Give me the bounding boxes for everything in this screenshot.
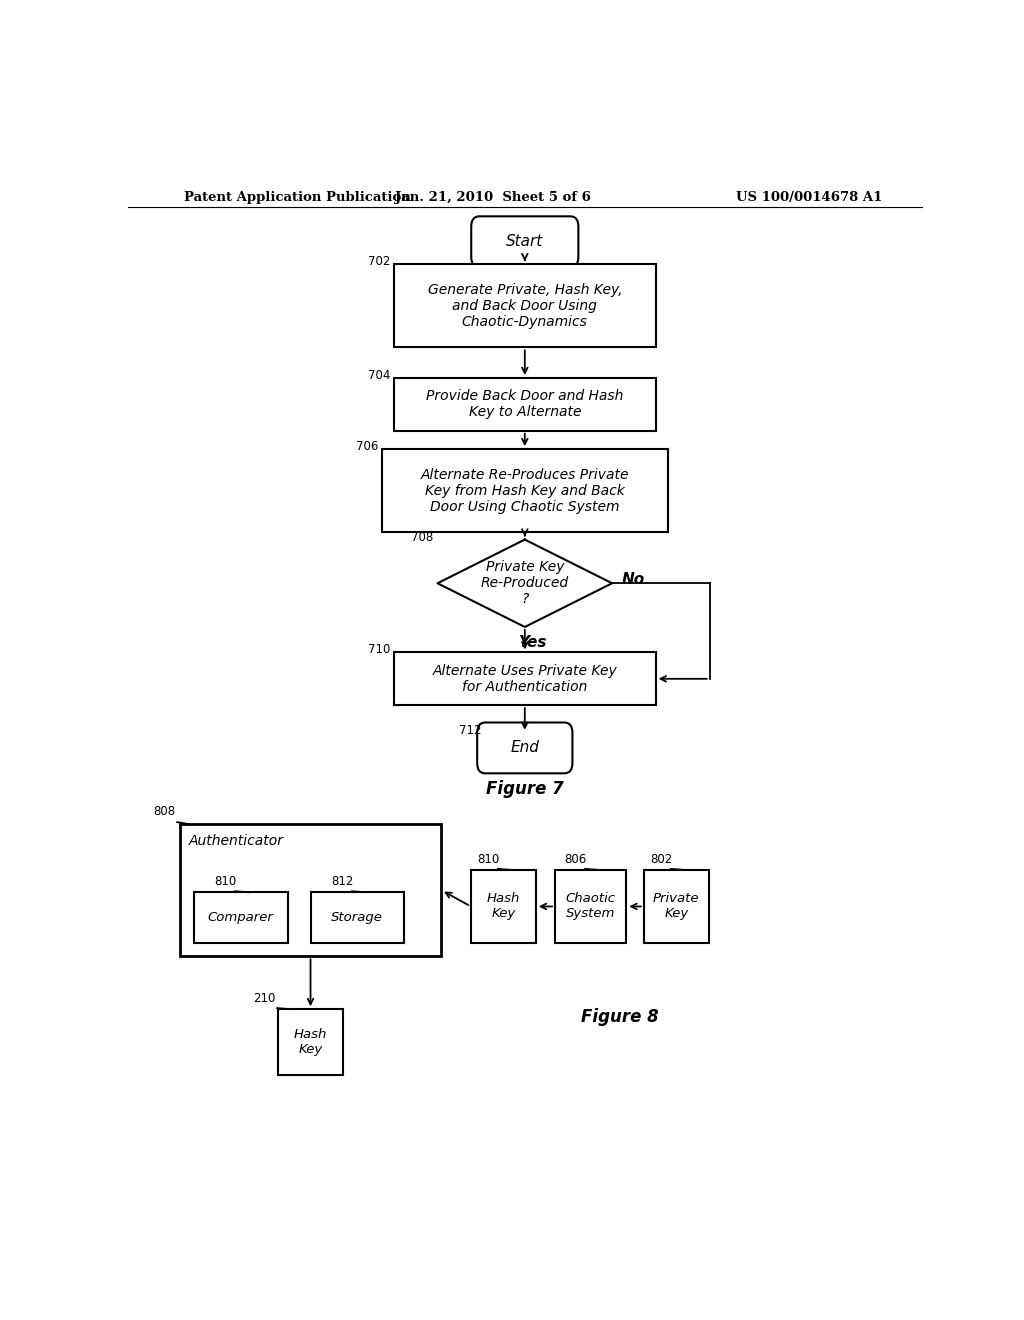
Text: Private Key
Re-Produced
?: Private Key Re-Produced ? — [480, 560, 569, 606]
Polygon shape — [437, 540, 612, 627]
Bar — [555, 870, 627, 942]
Bar — [644, 870, 709, 942]
Bar — [194, 892, 288, 942]
Text: Hash
Key: Hash Key — [486, 892, 520, 920]
Text: Patent Application Publication: Patent Application Publication — [183, 190, 411, 203]
Text: 702: 702 — [368, 255, 390, 268]
Text: 802: 802 — [650, 853, 673, 866]
Text: Start: Start — [506, 234, 544, 249]
FancyBboxPatch shape — [477, 722, 572, 774]
Text: 708: 708 — [412, 531, 433, 544]
Text: Private
Key: Private Key — [653, 892, 699, 920]
Bar — [278, 1008, 343, 1076]
Text: Storage: Storage — [332, 911, 383, 924]
Text: No: No — [622, 572, 645, 586]
Text: 712: 712 — [459, 723, 481, 737]
Text: Chaotic
System: Chaotic System — [565, 892, 615, 920]
Text: US 100/0014678 A1: US 100/0014678 A1 — [735, 190, 882, 203]
Text: 704: 704 — [368, 370, 390, 381]
Text: Hash
Key: Hash Key — [294, 1028, 328, 1056]
Bar — [394, 378, 655, 430]
Text: Yes: Yes — [518, 635, 547, 649]
Text: Generate Private, Hash Key,
and Back Door Using
Chaotic-Dynamics: Generate Private, Hash Key, and Back Doo… — [428, 282, 622, 329]
Text: Authenticator: Authenticator — [189, 834, 284, 849]
Text: 810: 810 — [477, 853, 500, 866]
Text: Figure 8: Figure 8 — [582, 1008, 658, 1026]
Bar — [394, 652, 655, 705]
Bar — [310, 892, 404, 942]
Text: 812: 812 — [331, 875, 353, 888]
Text: 808: 808 — [154, 805, 176, 818]
Text: End: End — [510, 741, 540, 755]
Bar — [382, 449, 668, 532]
Text: Comparer: Comparer — [208, 911, 273, 924]
Text: Alternate Re-Produces Private
Key from Hash Key and Back
Door Using Chaotic Syst: Alternate Re-Produces Private Key from H… — [421, 467, 629, 513]
Text: Figure 7: Figure 7 — [486, 780, 563, 799]
Text: 210: 210 — [253, 993, 275, 1005]
Bar — [471, 870, 536, 942]
Bar — [394, 264, 655, 347]
Bar — [179, 824, 441, 956]
Text: Jan. 21, 2010  Sheet 5 of 6: Jan. 21, 2010 Sheet 5 of 6 — [395, 190, 591, 203]
Text: 710: 710 — [368, 643, 390, 656]
Text: 806: 806 — [564, 853, 587, 866]
Text: Alternate Uses Private Key
for Authentication: Alternate Uses Private Key for Authentic… — [432, 664, 617, 694]
Text: 706: 706 — [355, 440, 378, 453]
Text: 810: 810 — [214, 875, 237, 888]
FancyBboxPatch shape — [471, 216, 579, 267]
Text: Provide Back Door and Hash
Key to Alternate: Provide Back Door and Hash Key to Altern… — [426, 389, 624, 420]
